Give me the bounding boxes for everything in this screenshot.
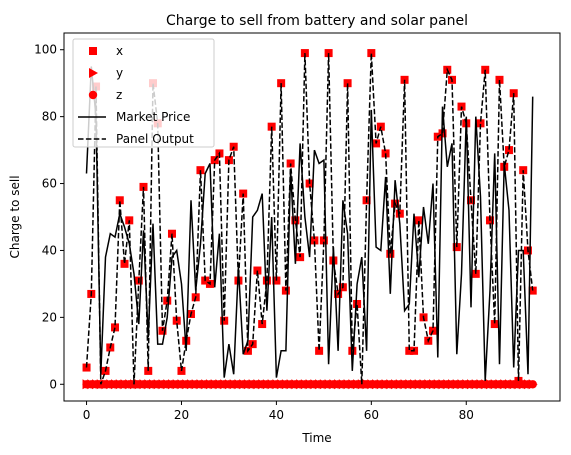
series-panel-output-line xyxy=(85,53,534,385)
series-x-point xyxy=(476,119,485,128)
series-x-point xyxy=(82,363,91,372)
series-x-point xyxy=(324,49,333,58)
legend-entry-market-price: Market Price xyxy=(78,110,190,124)
series-z-point xyxy=(528,380,537,389)
axes-frame xyxy=(63,32,561,402)
x-tick-label: 0 xyxy=(83,408,91,422)
x-tick-label: 40 xyxy=(269,408,284,422)
chart-title: Charge to sell from battery and solar pa… xyxy=(166,13,468,29)
series-x-point xyxy=(386,249,395,258)
series-x-point xyxy=(405,346,414,355)
series-x-point xyxy=(353,299,362,308)
x-axis-label: Time xyxy=(301,431,331,445)
y-tick-label: 40 xyxy=(42,243,57,257)
legend-label-market-price: Market Price xyxy=(116,110,190,124)
legend-entry-z: z xyxy=(88,88,122,102)
x-tick-label: 20 xyxy=(174,408,189,422)
series-x-point xyxy=(414,216,423,225)
y-tick-label: 60 xyxy=(42,177,57,191)
y-tick-label: 100 xyxy=(34,43,57,57)
series-x-point xyxy=(528,286,537,295)
series-x-point xyxy=(343,79,352,88)
series-z-markers xyxy=(82,380,537,389)
series-x-point xyxy=(120,259,129,268)
plot-area xyxy=(82,49,538,390)
legend-entry-panel-output: Panel Output xyxy=(78,132,194,146)
legend-label-panel-output: Panel Output xyxy=(116,132,194,146)
series-market-price-line xyxy=(85,66,534,381)
series-x-point xyxy=(504,146,513,155)
series-x-point xyxy=(277,79,286,88)
legend-entry-x: x xyxy=(89,44,123,58)
legend-label-z: z xyxy=(116,88,122,102)
series-x-point xyxy=(196,166,205,175)
y-axis-label: Charge to sell xyxy=(8,175,22,258)
legend-label-x: x xyxy=(116,44,123,58)
series-x-point xyxy=(115,196,124,205)
y-tick-label: 0 xyxy=(49,377,57,391)
legend-entry-y: y xyxy=(89,66,123,80)
series-x-point xyxy=(315,346,324,355)
series-x-point xyxy=(471,269,480,278)
series-x-point xyxy=(267,122,276,131)
series-x-point xyxy=(111,323,120,332)
x-tick-label: 80 xyxy=(459,408,474,422)
series-x-point xyxy=(253,266,262,275)
series-x-point xyxy=(495,75,504,84)
y-tick-label: 20 xyxy=(42,310,57,324)
series-x-point xyxy=(319,236,328,245)
legend-swatch-y xyxy=(89,68,98,78)
axis-ticks: 0 20 40 60 80 0 20 40 60 80 100 xyxy=(34,43,474,422)
series-x-point xyxy=(490,320,499,329)
y-tick-label: 80 xyxy=(42,110,57,124)
series-x-point xyxy=(519,166,528,175)
series-x-point xyxy=(300,49,309,58)
x-tick-label: 60 xyxy=(364,408,379,422)
legend: xyz Market Price Panel Output xyxy=(72,38,215,148)
legend-label-y: y xyxy=(116,66,123,80)
series-x-point xyxy=(310,236,319,245)
legend-swatch-x xyxy=(89,47,97,55)
legend-box xyxy=(72,38,215,148)
series-x-point xyxy=(367,49,376,58)
legend-swatch-z xyxy=(88,90,98,100)
